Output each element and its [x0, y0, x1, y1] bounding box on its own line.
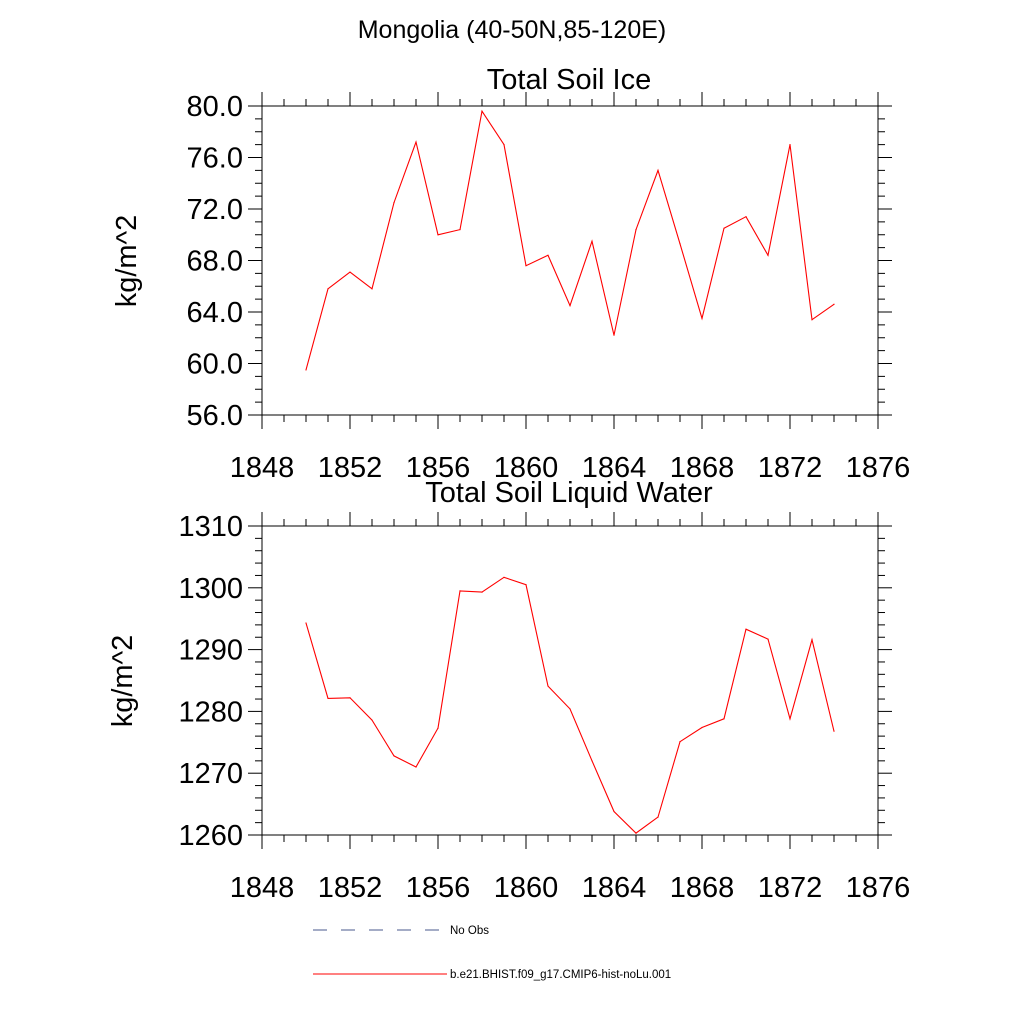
y-tick-label: 72.0 [187, 194, 243, 226]
data-point [701, 317, 703, 320]
y-tick-label: 80.0 [187, 91, 243, 123]
y-tick-label: 60.0 [187, 349, 243, 381]
data-point [547, 254, 549, 256]
data-point [349, 271, 351, 273]
data-point [371, 719, 373, 721]
legend-label-model: b.e21.BHIST.f09_g17.CMIP6-hist-noLu.001 [450, 969, 671, 981]
data-point [459, 229, 461, 231]
figure-title: Mongolia (40-50N,85-120E) [357, 16, 667, 44]
y-tick-label: 1300 [178, 573, 243, 605]
legend: No Obs b.e21.BHIST.f09_g17.CMIP6-hist-no… [313, 925, 671, 981]
data-point [789, 718, 791, 720]
x-tick-label: 1856 [406, 872, 471, 904]
x-tick-label: 1860 [494, 452, 559, 484]
panel-total-soil-liquid-water: Total Soil Liquid Water kg/m^2 1848 1852 1… [107, 477, 910, 904]
data-point [481, 110, 483, 112]
data-point [833, 730, 835, 732]
x-tick-label: 1864 [582, 872, 647, 904]
series-line [305, 109, 835, 371]
panel-total-soil-ice: Total Soil Ice kg/m^2 1848 1852 1856 1860 18… [111, 64, 910, 484]
data-point [657, 816, 659, 818]
y-tick-label: 56.0 [187, 400, 243, 432]
x-tick-label: 1868 [670, 872, 735, 904]
data-point [481, 591, 483, 593]
y-tick-label: 68.0 [187, 246, 243, 278]
y-tick-label: 64.0 [187, 297, 243, 329]
x-tick-label: 1848 [230, 872, 295, 904]
data-point [679, 243, 681, 245]
data-point [789, 144, 791, 146]
y-axis-label: kg/m^2 [111, 215, 143, 308]
y-tick-label: 76.0 [187, 143, 243, 175]
data-point [679, 741, 681, 743]
x-tick-label: 1852 [318, 452, 383, 484]
data-point [327, 697, 329, 700]
data-point [305, 622, 307, 624]
y-tick-label: 1290 [178, 635, 243, 667]
data-point [327, 288, 329, 290]
data-point [459, 590, 461, 592]
data-point [503, 576, 505, 578]
panel-title: Total Soil Liquid Water [425, 477, 713, 509]
data-point [745, 628, 747, 630]
x-tick-label: 1868 [670, 452, 735, 484]
data-point [525, 265, 527, 267]
data-point [613, 810, 615, 813]
y-tick-label: 1280 [178, 696, 243, 728]
y-tick-label: 1270 [178, 758, 243, 790]
x-tick-label: 1864 [582, 452, 647, 484]
plot-frame [261, 105, 879, 416]
data-point [701, 726, 703, 729]
x-tick-label: 1848 [230, 452, 295, 484]
data-point [745, 216, 747, 218]
data-point [415, 141, 417, 143]
data-point [393, 201, 395, 204]
data-point [811, 319, 813, 321]
x-tick-label: 1876 [846, 872, 911, 904]
data-point [635, 832, 637, 834]
data-point [591, 760, 593, 762]
data-point [613, 334, 615, 336]
panel-title: Total Soil Ice [487, 64, 651, 96]
y-tick-label: 1310 [178, 511, 243, 543]
data-point [767, 254, 769, 256]
data-point [635, 229, 637, 231]
series-line [305, 576, 835, 834]
data-point [415, 766, 417, 768]
data-point [723, 718, 725, 720]
plot-frame [261, 525, 879, 836]
x-tick-label: 1856 [406, 452, 471, 484]
data-point [569, 304, 571, 307]
x-tick-label: 1860 [494, 872, 559, 904]
x-tick-label: 1876 [846, 452, 911, 484]
data-point [723, 227, 725, 229]
data-point [503, 144, 505, 146]
data-point [437, 727, 439, 729]
data-point [591, 240, 593, 242]
data-point [305, 369, 307, 371]
x-tick-label: 1852 [318, 872, 383, 904]
data-point [767, 638, 769, 640]
data-point [811, 639, 813, 641]
data-point [833, 303, 835, 305]
data-point [569, 708, 571, 710]
y-tick-label: 1260 [178, 820, 243, 852]
data-point [525, 584, 527, 586]
data-point [657, 169, 659, 171]
legend-label-no-obs: No Obs [450, 925, 489, 937]
x-tick-label: 1872 [758, 452, 823, 484]
data-point [349, 697, 351, 699]
y-axis-label: kg/m^2 [107, 635, 139, 728]
data-point [393, 755, 395, 757]
data-point [371, 288, 373, 290]
data-point [437, 234, 439, 236]
x-tick-label: 1872 [758, 872, 823, 904]
data-point [547, 685, 549, 687]
